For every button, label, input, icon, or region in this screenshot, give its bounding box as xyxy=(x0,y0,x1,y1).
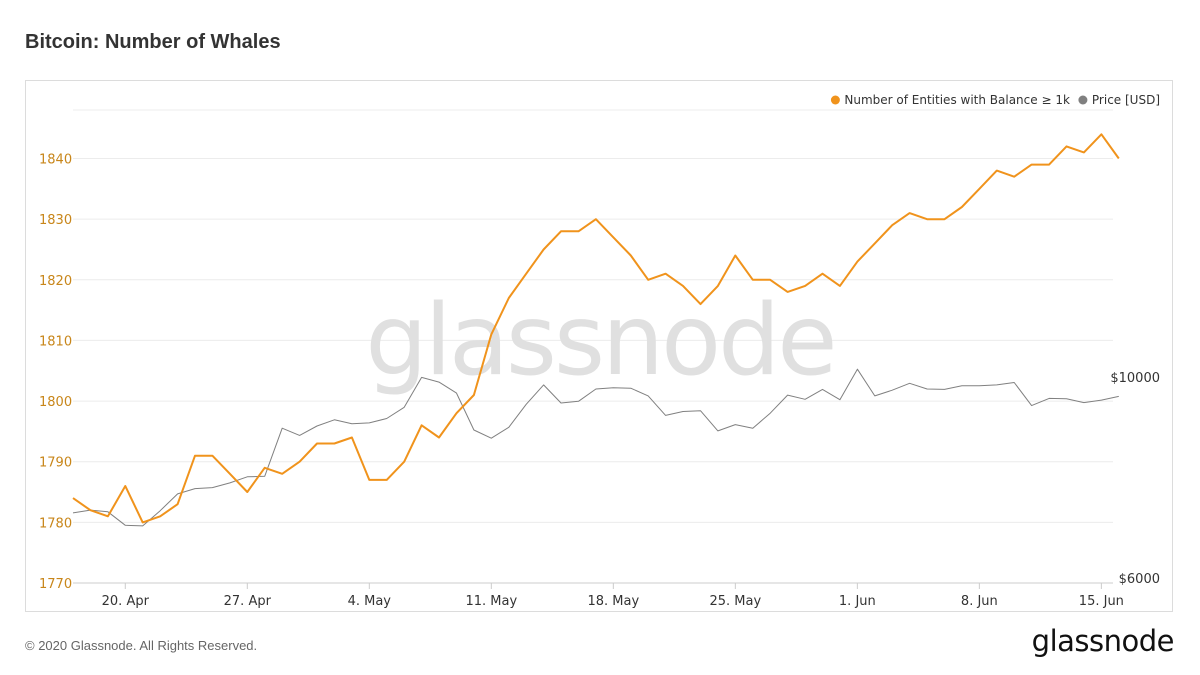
legend-label-price: Price [USD] xyxy=(1092,93,1160,107)
x-axis-tick-label: 1. Jun xyxy=(839,594,876,609)
left-axis-tick-label: 1770 xyxy=(39,577,72,592)
chart-panel: glassnode 1770 1780 1790 1800 1810 1820 1830 18… xyxy=(25,80,1173,612)
x-axis-tick-label: 8. Jun xyxy=(961,594,998,609)
copyright-text: © 2020 Glassnode. All Rights Reserved. xyxy=(25,638,258,653)
right-axis-tick-label: $10000 xyxy=(1110,371,1160,386)
legend-label-whales: Number of Entities with Balance ≥ 1k xyxy=(844,93,1070,107)
left-axis-tick-label: 1820 xyxy=(39,274,72,289)
x-axis-tick-label: 20. Apr xyxy=(102,594,150,609)
legend-marker-whales xyxy=(830,95,840,105)
legend-marker-price xyxy=(1078,95,1088,105)
x-axis-tick-label: 18. May xyxy=(587,594,639,609)
left-axis-tick-label: 1780 xyxy=(39,516,72,531)
chart-svg: glassnode 1770 1780 1790 1800 1810 1820 1830 18… xyxy=(39,93,1160,609)
left-axis-ticks: 1770 1780 1790 1800 1810 1820 1830 1840 xyxy=(39,153,72,592)
x-axis-tick-label: 4. May xyxy=(348,594,392,609)
whales-series-line xyxy=(72,133,1120,524)
x-axis-tick-label: 25. May xyxy=(709,594,761,609)
left-axis-tick-label: 1800 xyxy=(39,395,72,410)
price-series-line xyxy=(72,368,1119,527)
x-axis-tick-label: 15. Jun xyxy=(1079,594,1124,609)
watermark-text: glassnode xyxy=(365,284,834,398)
x-axis-ticks: 20. Apr 27. Apr 4. May 11. May 18. May 25. Ma… xyxy=(73,582,1124,609)
x-axis-tick-label: 11. May xyxy=(465,594,517,609)
legend: Price [USD] Number of Entities with Balan… xyxy=(830,93,1160,107)
left-axis-tick-label: 1790 xyxy=(39,456,72,471)
brand-logo: glassnode xyxy=(1031,624,1175,658)
left-axis-tick-label: 1840 xyxy=(39,153,72,168)
right-axis-ticks: $6000 $10000 xyxy=(1110,371,1160,587)
series-layer xyxy=(72,133,1120,527)
left-axis-tick-label: 1830 xyxy=(39,213,72,228)
x-axis-tick-label: 27. Apr xyxy=(224,594,272,609)
right-axis-tick-label: $6000 xyxy=(1119,572,1160,587)
page-title: Bitcoin: Number of Whales xyxy=(25,31,281,53)
left-axis-tick-label: 1810 xyxy=(39,334,72,349)
